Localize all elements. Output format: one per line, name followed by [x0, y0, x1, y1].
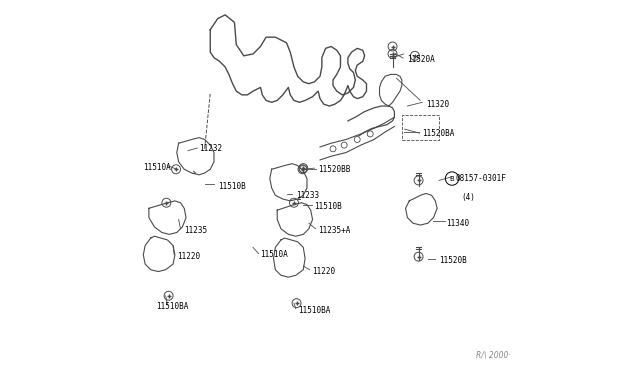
Circle shape [367, 131, 373, 137]
Text: 11320: 11320 [426, 100, 449, 109]
Text: 11510A: 11510A [143, 163, 171, 172]
Circle shape [330, 146, 336, 152]
Circle shape [341, 142, 347, 148]
Text: 11232: 11232 [199, 144, 222, 153]
Text: (4): (4) [461, 193, 476, 202]
Text: 11235: 11235 [184, 226, 207, 235]
Text: 11235+A: 11235+A [318, 226, 351, 235]
Text: 11520BB: 11520BB [318, 165, 351, 174]
Text: 11520B: 11520B [439, 256, 467, 265]
Text: B: B [450, 176, 454, 182]
Text: 11510B: 11510B [218, 182, 246, 190]
Text: 11520BA: 11520BA [422, 129, 454, 138]
Text: 11520A: 11520A [408, 55, 435, 64]
Text: 08157-0301F: 08157-0301F [456, 174, 507, 183]
Text: 11510B: 11510B [314, 202, 342, 211]
Text: R/\ 2000·: R/\ 2000· [476, 351, 511, 360]
Text: 11340: 11340 [447, 219, 470, 228]
Text: 11510BA: 11510BA [156, 302, 189, 311]
Text: 11220: 11220 [312, 267, 336, 276]
Text: 11510A: 11510A [260, 250, 288, 259]
Text: 11233: 11233 [296, 191, 319, 200]
Text: 11510BA: 11510BA [298, 306, 330, 315]
Text: 11220: 11220 [177, 252, 200, 261]
Circle shape [354, 137, 360, 142]
